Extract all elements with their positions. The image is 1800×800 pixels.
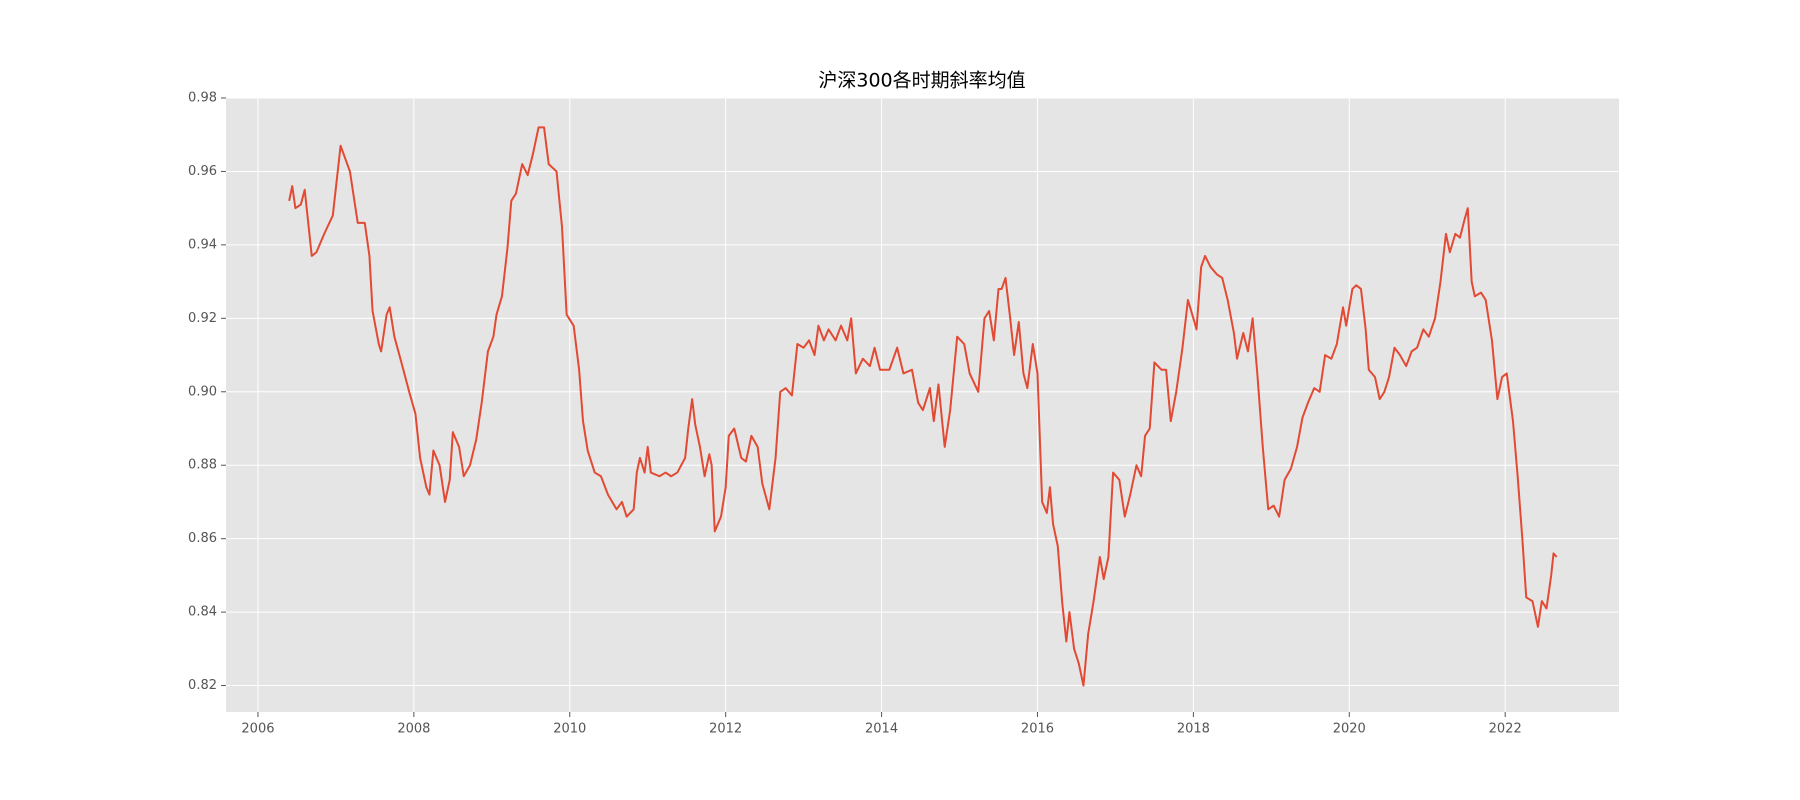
- y-tick-label: 0.82: [188, 678, 217, 693]
- y-tick-label: 0.96: [188, 164, 217, 179]
- y-tick-label: 0.86: [188, 531, 217, 546]
- chart-title: 沪深300各时期斜率均值: [818, 70, 1025, 92]
- x-tick-label: 2020: [1333, 722, 1366, 737]
- plot-area: [226, 98, 1619, 712]
- grid: [226, 97, 1619, 712]
- y-tick-label: 0.92: [188, 311, 217, 326]
- y-tick-label: 0.94: [188, 237, 217, 252]
- x-tick-label: 2018: [1177, 722, 1210, 737]
- line-series: [288, 126, 1558, 687]
- x-tick-label: 2010: [553, 722, 586, 737]
- x-tick-label: 2012: [709, 722, 742, 737]
- x-tick-label: 2006: [241, 722, 274, 737]
- x-tick-label: 2022: [1489, 722, 1522, 737]
- x-tick-label: 2008: [397, 722, 430, 737]
- y-tick-label: 0.88: [188, 458, 217, 473]
- y-tick-label: 0.98: [188, 91, 217, 106]
- x-tick-label: 2014: [865, 722, 898, 737]
- y-tick-label: 0.90: [188, 384, 217, 399]
- y-tick-label: 0.84: [188, 605, 217, 620]
- x-tick-label: 2016: [1021, 722, 1054, 737]
